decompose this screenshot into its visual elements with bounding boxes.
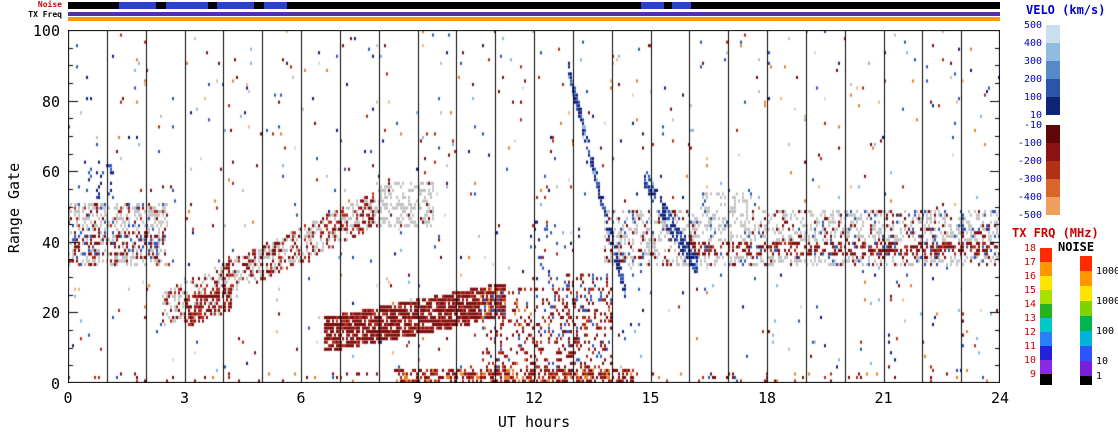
y-tick-label: 0 (50, 375, 60, 393)
x-tick-label: 21 (874, 389, 893, 407)
noise-strip-segment (264, 2, 287, 9)
velocity-colorbar-block (1046, 61, 1060, 79)
noise-strip-segment (119, 2, 156, 9)
txfreq-colorbar-label: 17 (1023, 257, 1036, 268)
txfreq-strip-label: TX Freq (28, 10, 62, 19)
x-tick-label: 15 (641, 389, 660, 407)
x-tick-label: 0 (63, 389, 73, 407)
y-tick-label: 20 (41, 304, 60, 323)
txfreq-colorbar-label: 14 (1023, 299, 1036, 310)
velocity-colorbar-block (1046, 143, 1060, 161)
velocity-colorbar-label: 10 (1029, 110, 1042, 121)
txfreq-colorbar-label: 12 (1023, 327, 1036, 338)
y-tick-label: 100 (32, 22, 60, 40)
noise-colorbar-block (1080, 286, 1092, 301)
noise-strip-segment (641, 2, 664, 9)
x-tick-label: 9 (412, 389, 423, 407)
txfreq-strip-row (68, 12, 1000, 16)
velocity-colorbar-label: -400 (1017, 192, 1042, 203)
velocity-colorbar-label: 500 (1023, 20, 1042, 31)
velocity-colorbar-label: 400 (1023, 38, 1042, 49)
noise-strip (68, 2, 1000, 9)
txfreq-colorbar-label: 18 (1023, 243, 1036, 254)
velocity-colorbar-label: -10 (1023, 120, 1042, 131)
noise-colorbar-block (1080, 256, 1092, 271)
velocity-colorbar-block (1046, 197, 1060, 215)
noise-colorbar-label: 100 (1096, 326, 1115, 337)
noise-colorbar-label: 1000 (1096, 296, 1118, 307)
velocity-colorbar-block (1046, 125, 1060, 143)
txfreq-colorbar-block (1040, 346, 1052, 360)
noise-colorbar-label: 10 (1096, 356, 1109, 367)
txfreq-colorbar-block (1040, 290, 1052, 304)
noise-colorbar-label: 10000 (1096, 266, 1118, 277)
velocity-colorbar-block (1046, 25, 1060, 43)
velocity-colorbar-label: 100 (1023, 92, 1042, 103)
y-tick-label: 80 (41, 92, 60, 111)
velocity-colorbar-block (1046, 161, 1060, 179)
x-tick-label: 18 (757, 389, 777, 407)
noise-strip-segment (166, 2, 208, 9)
velocity-colorbar-label: -200 (1017, 156, 1042, 167)
txfreq-colorbar-title: TX FRQ (MHz) (1012, 226, 1099, 240)
velocity-colorbar-block (1046, 79, 1060, 97)
x-tick-label: 3 (179, 389, 190, 407)
noise-colorbar-title: NOISE (1058, 240, 1095, 254)
txfreq-colorbar-label: 9 (1029, 369, 1036, 380)
txfreq-colorbar-block (1040, 276, 1052, 290)
noise-colorbar-block (1080, 331, 1092, 346)
velocity-colorbar-block (1046, 97, 1060, 115)
velocity-colorbar-label: -500 (1017, 210, 1042, 221)
velocity-colorbar-block (1046, 179, 1060, 197)
txfreq-colorbar-endcap (1040, 374, 1052, 385)
txfreq-colorbar-block (1040, 318, 1052, 332)
noise-strip-label: Noise (37, 0, 62, 9)
velocity-colorbar-label: 200 (1023, 74, 1042, 85)
x-tick-label: 24 (990, 389, 1010, 407)
noise-strip-segment (217, 2, 254, 9)
txfreq-strip-row (68, 17, 1000, 21)
velocity-colorbar-block (1046, 43, 1060, 61)
txfreq-colorbar-block (1040, 262, 1052, 276)
velocity-colorbar-label: -100 (1017, 138, 1042, 149)
velocity-colorbar-title: VELO (km/s) (1026, 3, 1106, 17)
txfreq-colorbar-label: 15 (1023, 285, 1036, 296)
noise-colorbar-label: 1 (1096, 371, 1103, 382)
txfreq-colorbar-block (1040, 360, 1052, 374)
txfreq-colorbar-block (1040, 332, 1052, 346)
noise-colorbar-endcap (1080, 376, 1092, 385)
velocity-colorbar-label: -300 (1017, 174, 1042, 185)
x-tick-label: 12 (524, 389, 544, 407)
txfreq-colorbar-label: 16 (1023, 271, 1036, 282)
noise-colorbar-block (1080, 301, 1092, 316)
plot-canvas (68, 30, 1000, 383)
noise-colorbar-block (1080, 271, 1092, 286)
noise-colorbar-block (1080, 346, 1092, 361)
txfreq-colorbar-label: 11 (1023, 341, 1036, 352)
txfreq-colorbar-block (1040, 304, 1052, 318)
noise-colorbar-block (1080, 361, 1092, 376)
txfreq-colorbar-label: 13 (1023, 313, 1036, 324)
y-tick-label: 40 (41, 233, 60, 252)
y-tick-label: 60 (41, 163, 60, 182)
x-axis-title: UT hours (497, 413, 571, 431)
txfreq-colorbar-label: 10 (1023, 355, 1036, 366)
noise-strip-segment (672, 2, 691, 9)
txfreq-colorbar-block (1040, 248, 1052, 262)
noise-colorbar-block (1080, 316, 1092, 331)
x-tick-label: 6 (296, 389, 306, 407)
y-axis-title: Range Gate (5, 162, 23, 254)
velocity-colorbar-label: 300 (1023, 56, 1042, 67)
